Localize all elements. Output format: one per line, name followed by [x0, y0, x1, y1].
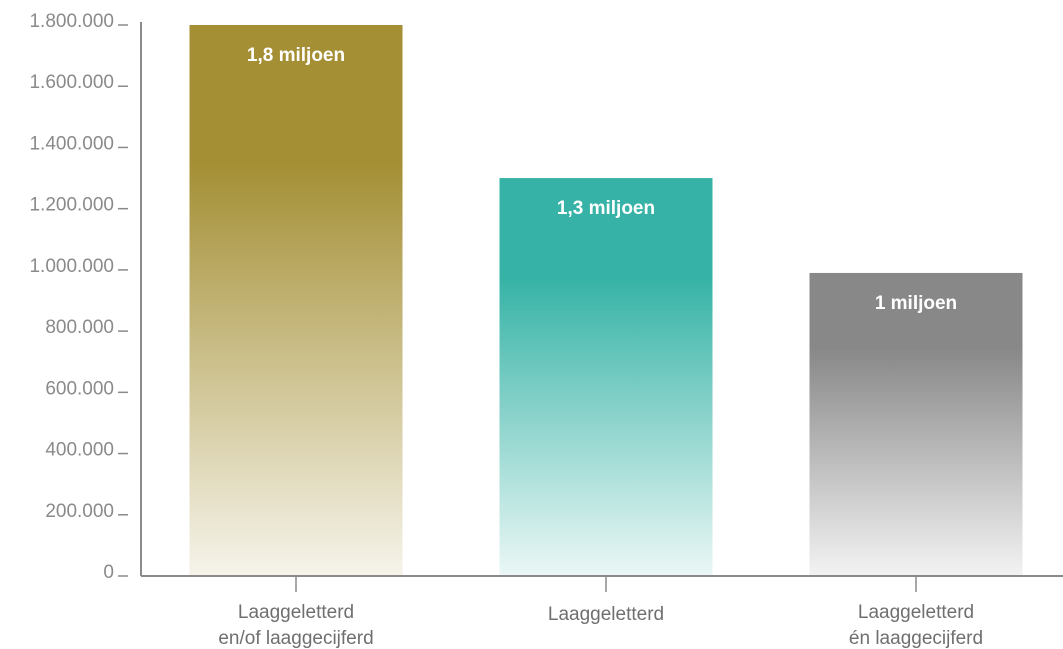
bar-2 [499, 178, 713, 577]
bar-3 [809, 272, 1023, 576]
bar-data-label: 1,8 miljoen [247, 45, 345, 66]
bar-data-label: 1 miljoen [875, 293, 957, 314]
y-tick-label: 1.600.000 [29, 72, 114, 93]
x-tick-label: én laaggecijferd [849, 628, 983, 649]
y-tick-label: 800.000 [45, 317, 114, 338]
y-tick-label: 1.800.000 [29, 11, 114, 32]
bars-layer [189, 25, 1023, 577]
y-tick-label: 1.000.000 [29, 256, 114, 277]
y-tick-label: 200.000 [45, 501, 114, 522]
bar-1 [189, 25, 403, 576]
x-tick-label: Laaggeletterd [238, 602, 354, 623]
x-tick-label: en/of laaggecijferd [218, 628, 373, 649]
bar-data-label: 1,3 miljoen [557, 198, 655, 219]
y-tick-label: 400.000 [45, 440, 114, 461]
axes-layer [118, 22, 1063, 592]
x-tick-label: Laaggeletterd [548, 604, 664, 625]
y-tick-label: 1.400.000 [29, 133, 114, 154]
y-tick-label: 1.200.000 [29, 195, 114, 216]
x-tick-label: Laaggeletterd [858, 602, 974, 623]
y-tick-label: 0 [103, 562, 114, 583]
y-tick-label: 600.000 [45, 378, 114, 399]
labels-layer: 1,8 miljoen 1,3 miljoen 1 miljoen 0 200.000 4… [29, 11, 983, 649]
